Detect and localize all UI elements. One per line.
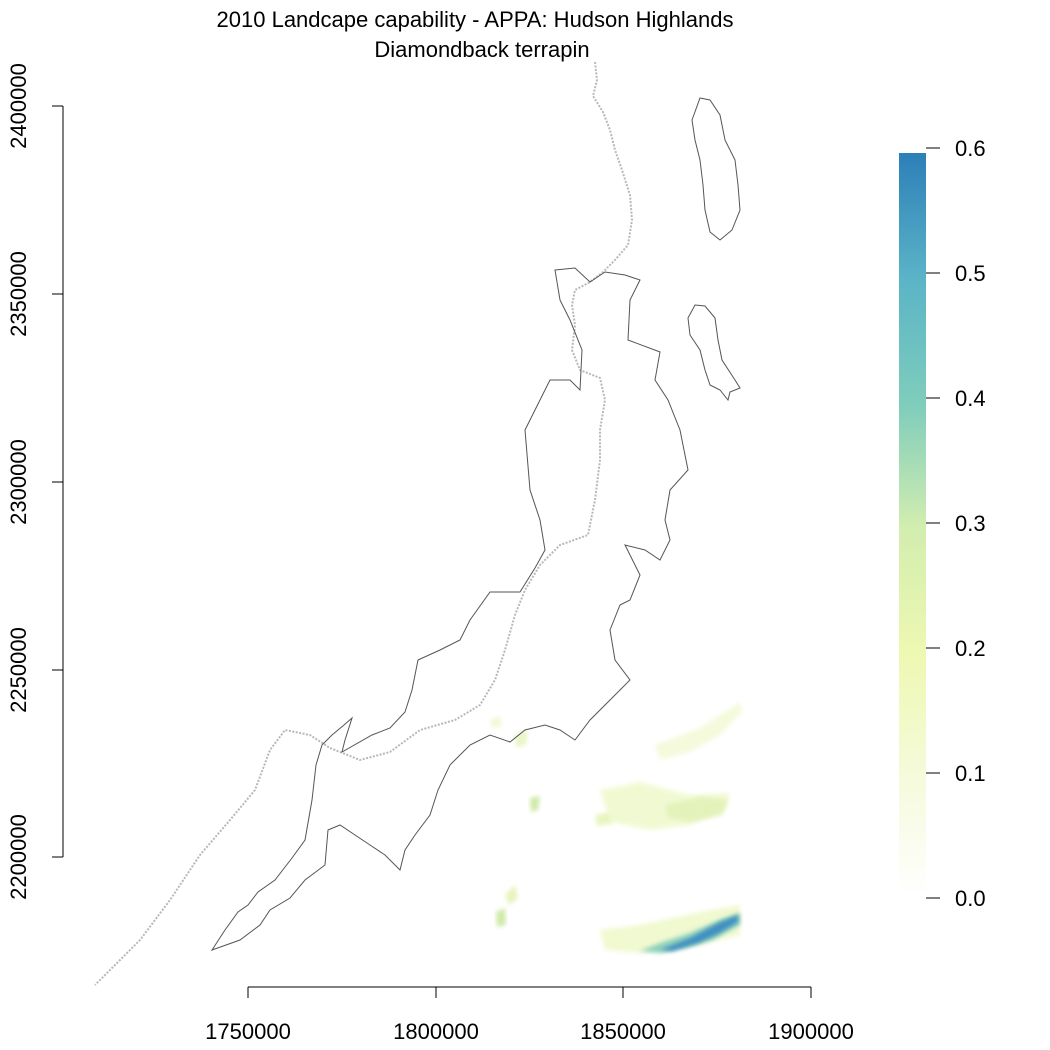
x-tick-label: 1900000 [768,1019,854,1044]
x-axis: 1750000 1800000 1850000 1900000 [205,986,854,1044]
legend-tick-label: 0.2 [955,636,986,661]
raster-patch [665,797,728,822]
y-axis: 2200000 2250000 2300000 2350000 2400000 [6,63,64,900]
legend-tick-label: 0.5 [955,261,986,286]
boundary-north [691,97,741,241]
color-legend: 0.0 0.1 0.2 0.3 0.4 0.5 0.6 [899,136,986,911]
raster-patch [505,885,518,905]
map-subtitle: Diamondback terrapin [374,37,589,62]
capability-raster [490,702,742,953]
y-tick-label: 2350000 [6,251,31,337]
raster-patch [490,716,502,728]
raster-patch [530,796,540,812]
legend-tick-label: 0.4 [955,386,986,411]
x-tick-label: 1800000 [393,1019,479,1044]
raster-patch [655,702,742,760]
legend-ticks: 0.0 0.1 0.2 0.3 0.4 0.5 0.6 [926,136,986,911]
boundary-east [687,304,741,402]
map-title: 2010 Landcape capability - APPA: Hudson … [217,7,734,32]
raster-patch [595,812,612,826]
appa-boundaries [210,97,741,951]
raster-patch [496,908,506,927]
raster-patch-high [640,913,740,953]
x-tick-label: 1850000 [580,1019,666,1044]
legend-colorbar [899,153,926,898]
trail-line [94,61,634,986]
legend-tick-label: 0.1 [955,761,986,786]
legend-tick-label: 0.0 [955,886,986,911]
y-tick-label: 2200000 [6,814,31,900]
y-tick-label: 2400000 [6,63,31,149]
boundary-main [210,267,689,951]
x-tick-label: 1750000 [205,1019,291,1044]
raster-patch [515,730,528,747]
raster-patch-peak [660,915,738,951]
legend-tick-label: 0.3 [955,511,986,536]
legend-tick-label: 0.6 [955,136,986,161]
y-tick-label: 2250000 [6,627,31,713]
y-tick-label: 2300000 [6,439,31,525]
